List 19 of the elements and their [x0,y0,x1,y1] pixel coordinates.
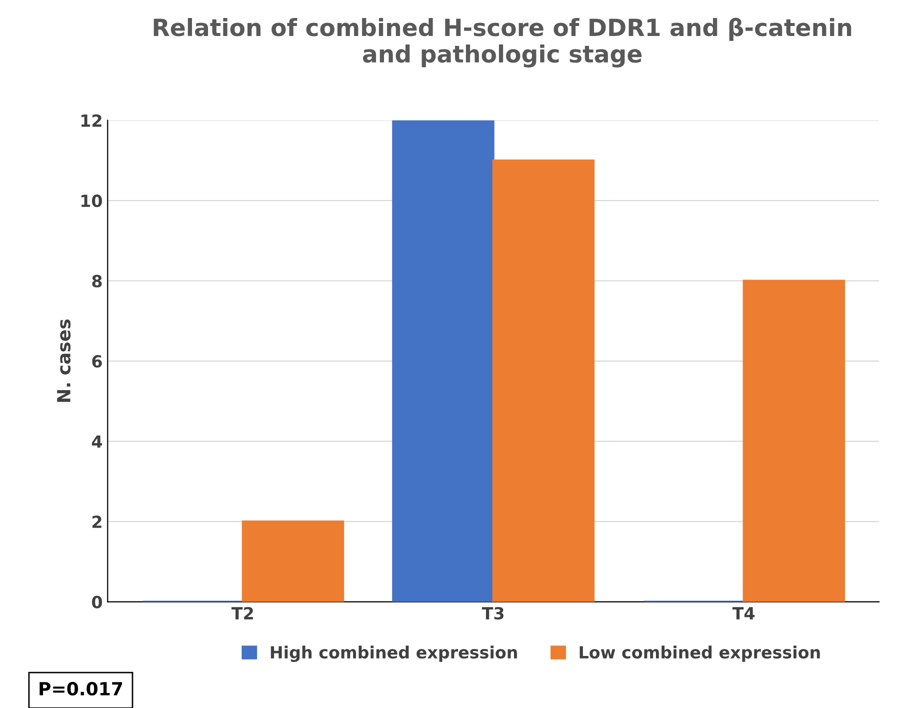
x-tick-label: T4 [732,607,755,620]
y-tick-label: 0 [92,596,102,608]
y-tick-label: 6 [92,355,102,368]
legend-label: Low combined expression [580,646,820,662]
chart-title: Relation of combined H-score of DDR1 and β-catenin and pathologic stage [154,18,852,68]
bar [242,520,344,602]
text: P=0.017 [40,682,122,696]
x-tick-label: T3 [482,606,504,620]
y-tick-label: 10 [81,194,102,208]
y-tick-label: 2 [92,516,102,528]
legend-label: High combined expression [270,646,517,662]
bar [492,159,595,602]
y-tick-label: 8 [92,274,102,288]
bar [742,280,846,602]
y-tick-label: 12 [81,114,102,127]
y-tick-label: 4 [92,436,102,448]
y-axis-title: N. cases [57,319,71,402]
x-tick-label: T2 [231,606,253,620]
bar [392,120,494,602]
